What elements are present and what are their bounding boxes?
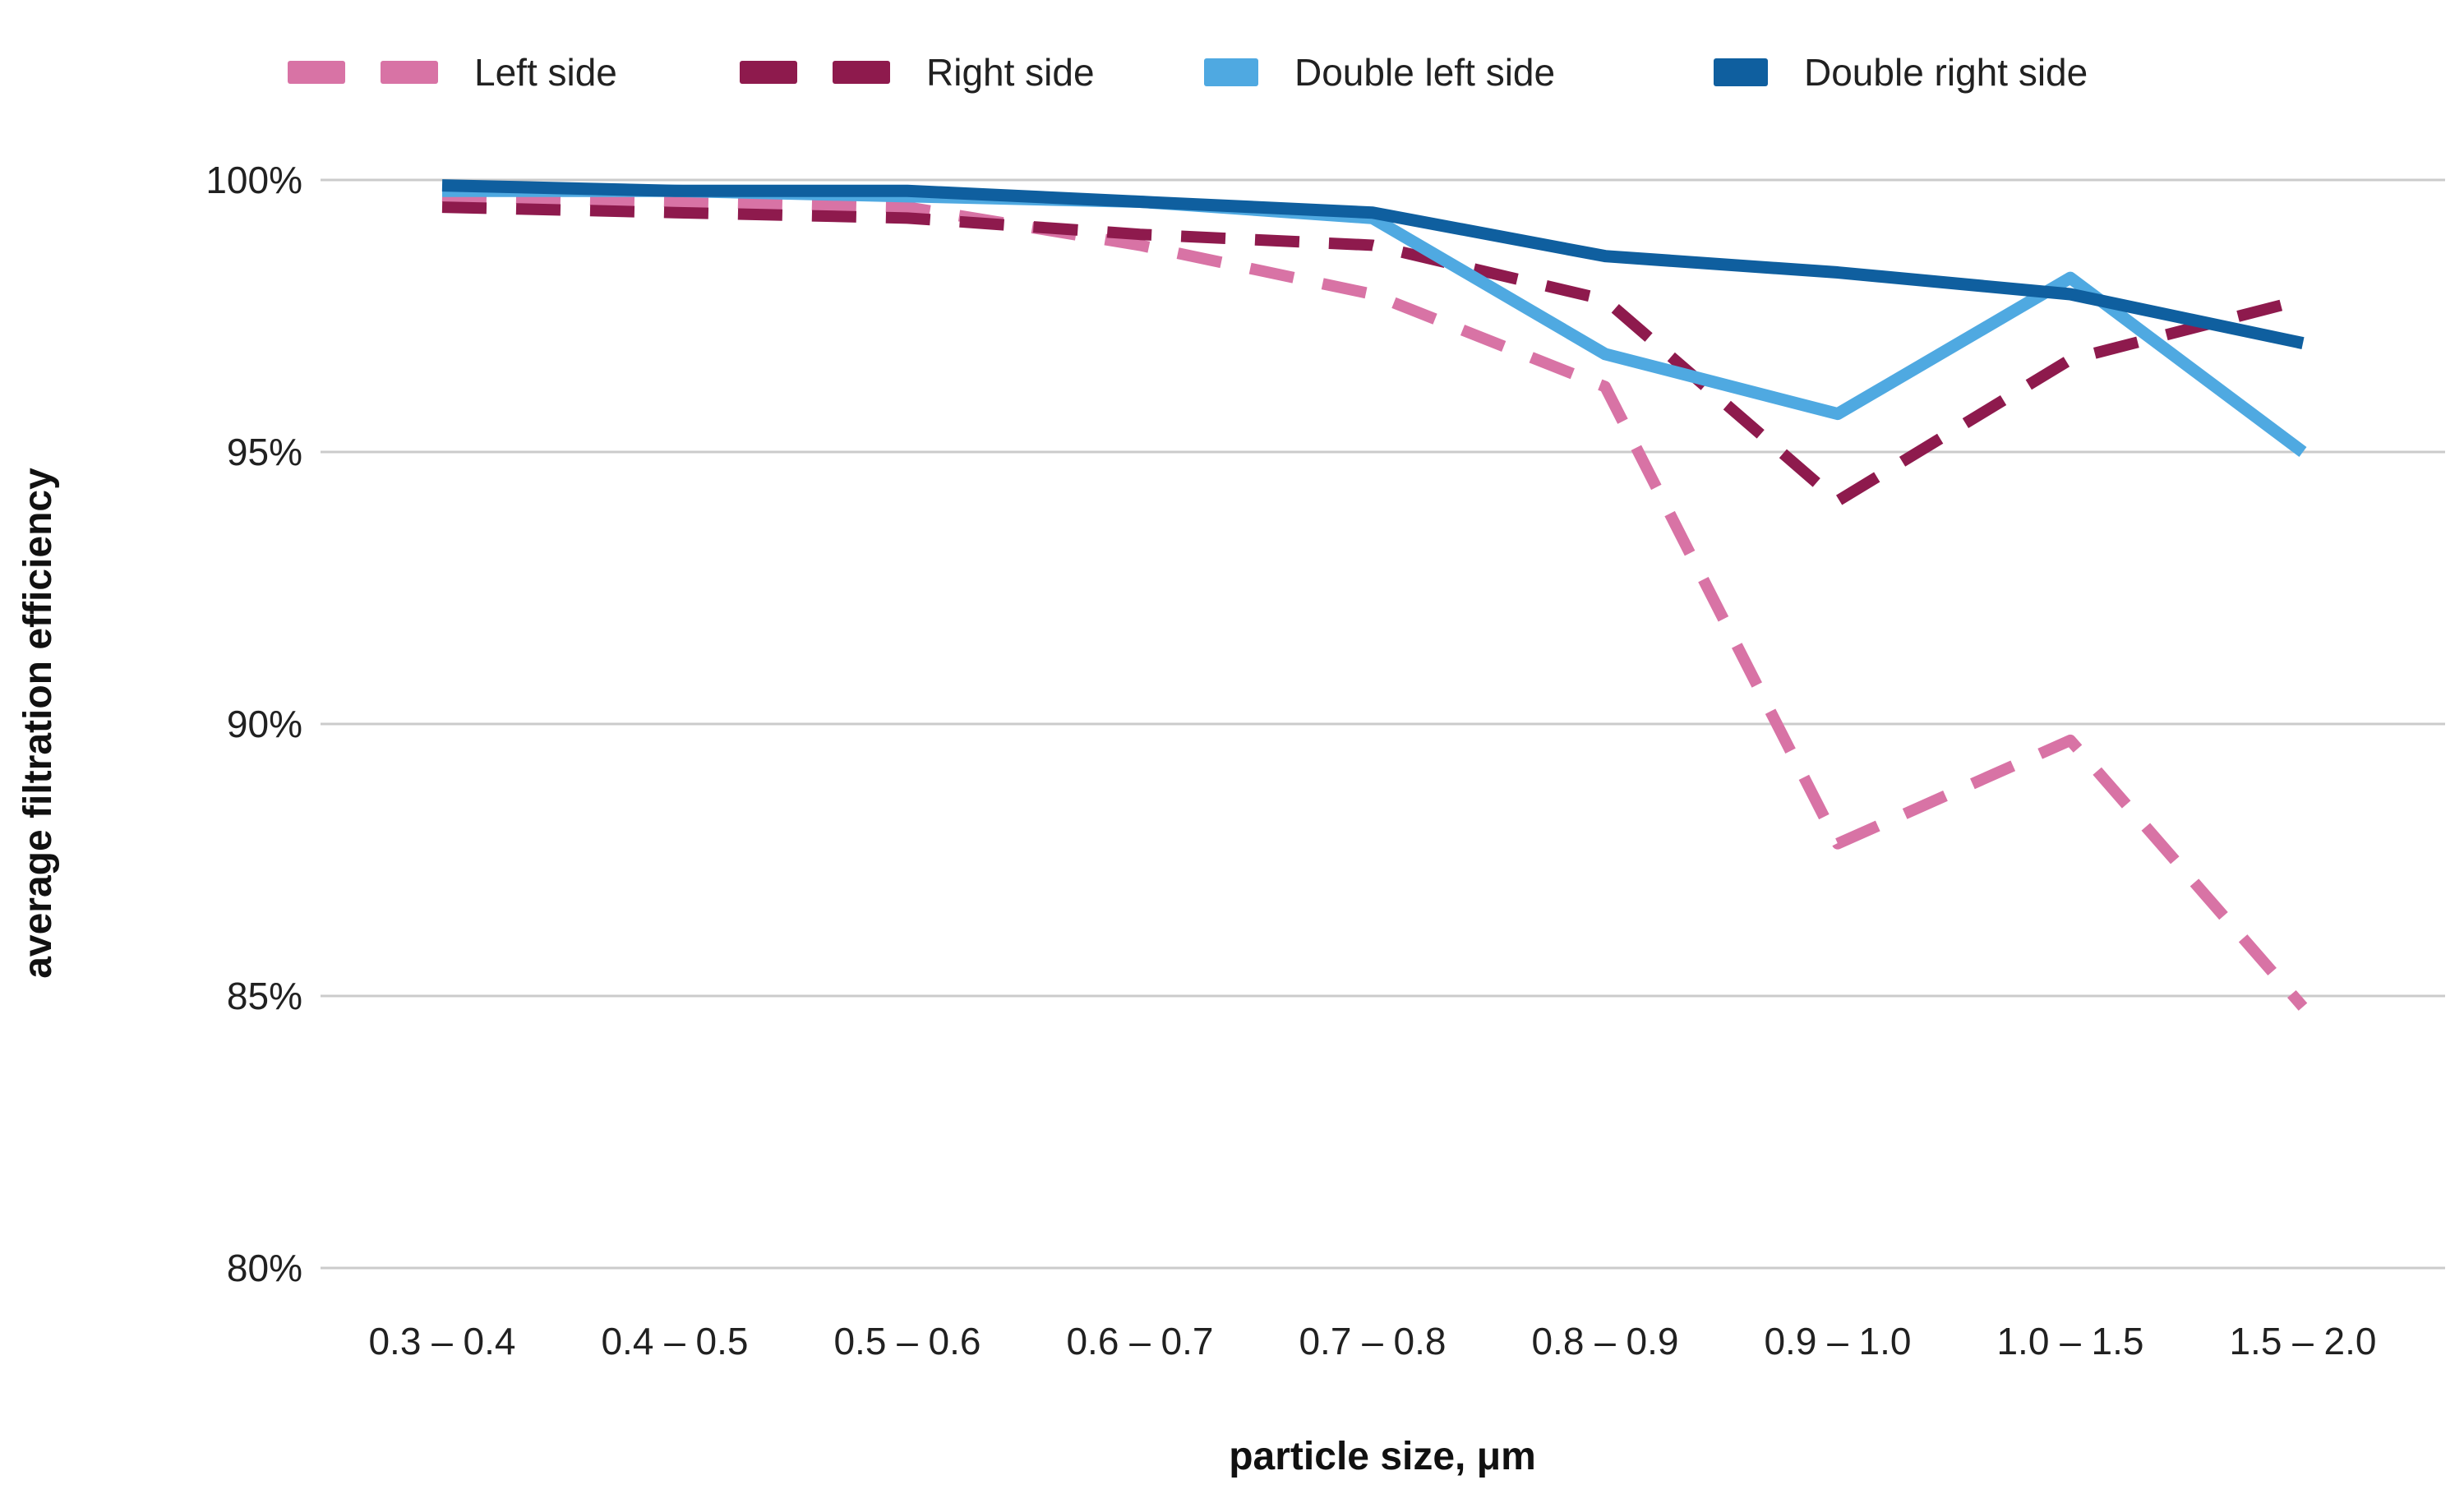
x-tick-label: 0.3 – 0.4 — [368, 1320, 515, 1362]
legend-item: Double left side — [1204, 51, 1555, 94]
y-axis-tick-labels: 100% 95% 90% 85% 80% — [205, 159, 302, 1289]
legend-label: Left side — [474, 51, 617, 94]
legend: Left side Right side Double left side Doubl… — [288, 51, 2088, 94]
x-tick-label: 0.8 – 0.9 — [1531, 1320, 1678, 1362]
x-tick-label: 0.4 – 0.5 — [601, 1320, 748, 1362]
legend-marker-swatch — [1204, 58, 1258, 86]
legend-marker-dash — [288, 61, 345, 84]
legend-item: Right side — [740, 51, 1095, 94]
y-tick-label: 85% — [227, 975, 302, 1017]
series-line-double-right-side — [441, 179, 2305, 349]
series-line-double-left-side — [442, 184, 2307, 458]
series-line-left-side — [441, 190, 2308, 1011]
x-tick-label: 1.0 – 1.5 — [1996, 1320, 2143, 1362]
gridlines — [321, 178, 2445, 1270]
legend-marker-dash — [381, 61, 438, 84]
legend-marker-dash — [833, 61, 890, 84]
legend-label: Double left side — [1294, 51, 1555, 94]
series-lines — [441, 179, 2308, 1011]
x-tick-label: 0.7 – 0.8 — [1299, 1320, 1446, 1362]
legend-marker-swatch — [1714, 58, 1768, 86]
legend-marker-dash — [740, 61, 797, 84]
y-tick-label: 90% — [227, 703, 302, 745]
x-tick-label: 0.6 – 0.7 — [1066, 1320, 1213, 1362]
x-tick-label: 0.5 – 0.6 — [833, 1320, 981, 1362]
x-tick-label: 1.5 – 2.0 — [2229, 1320, 2376, 1362]
x-axis-title: particle size, μm — [1229, 1435, 1536, 1478]
y-tick-label: 80% — [227, 1247, 302, 1289]
series-line-right-side — [441, 201, 2305, 507]
y-tick-label: 100% — [205, 159, 302, 201]
y-axis-title: average filtration efficiency — [16, 468, 60, 979]
legend-label: Double right side — [1804, 51, 2088, 94]
legend-item: Left side — [288, 51, 617, 94]
y-tick-label: 95% — [227, 431, 302, 473]
legend-label: Right side — [926, 51, 1095, 94]
x-tick-label: 0.9 – 1.0 — [1764, 1320, 1911, 1362]
x-axis-tick-labels: 0.3 – 0.4 0.4 – 0.5 0.5 – 0.6 0.6 – 0.7 0.7 … — [368, 1320, 2376, 1362]
legend-item: Double right side — [1714, 51, 2088, 94]
